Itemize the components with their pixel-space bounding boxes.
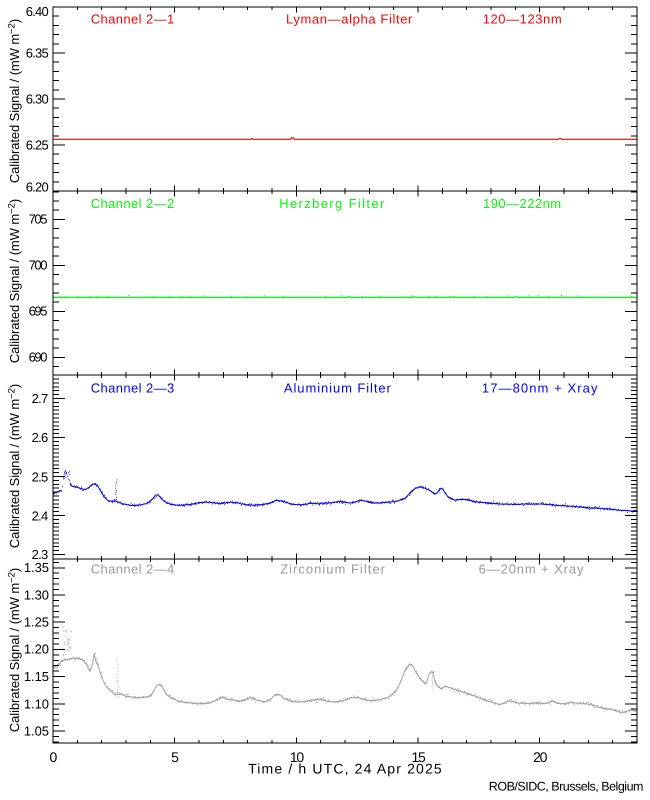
svg-text:700: 700 <box>29 258 48 273</box>
svg-text:6.25: 6.25 <box>26 137 49 152</box>
svg-text:10: 10 <box>290 749 304 765</box>
svg-text:1.15: 1.15 <box>24 669 49 684</box>
svg-text:1.30: 1.30 <box>24 587 49 602</box>
svg-text:1.25: 1.25 <box>24 615 49 630</box>
svg-text:Channel 2—3: Channel 2—3 <box>91 381 175 396</box>
svg-text:ROB/SIDC, Brussels, Belgium: ROB/SIDC, Brussels, Belgium <box>489 779 643 793</box>
svg-text:1.05: 1.05 <box>24 723 49 738</box>
svg-text:1.20: 1.20 <box>24 642 49 657</box>
svg-text:6.35: 6.35 <box>26 45 49 60</box>
svg-text:15: 15 <box>412 749 426 765</box>
svg-text:0: 0 <box>50 749 58 765</box>
svg-text:Channel 2—1: Channel 2—1 <box>91 11 175 26</box>
svg-text:6.40: 6.40 <box>26 4 49 19</box>
svg-text:Calibrated Signal / (mW m−2): Calibrated Signal / (mW m−2) <box>7 568 23 732</box>
svg-text:6.30: 6.30 <box>26 91 49 106</box>
svg-text:695: 695 <box>29 304 48 319</box>
svg-text:6—20nm + Xray: 6—20nm + Xray <box>479 561 585 576</box>
svg-text:2.7: 2.7 <box>32 391 48 406</box>
svg-text:20: 20 <box>533 749 547 765</box>
svg-text:2.6: 2.6 <box>32 430 48 445</box>
svg-text:1.10: 1.10 <box>24 696 49 711</box>
svg-text:17—80nm + Xray: 17—80nm + Xray <box>482 381 599 396</box>
svg-text:Channel 2—2: Channel 2—2 <box>91 196 175 211</box>
svg-text:1.35: 1.35 <box>24 560 49 575</box>
svg-text:190—222nm: 190—222nm <box>483 196 562 211</box>
svg-text:705: 705 <box>29 212 48 227</box>
svg-text:Channel 2—4: Channel 2—4 <box>91 561 175 576</box>
svg-text:6.20: 6.20 <box>26 179 49 194</box>
svg-text:Zirconium Filter: Zirconium Filter <box>280 561 386 576</box>
svg-text:2.3: 2.3 <box>32 547 48 562</box>
svg-text:2.5: 2.5 <box>32 469 48 484</box>
svg-text:Herzberg Filter: Herzberg Filter <box>279 196 386 211</box>
svg-text:Time / h UTC, 24 Apr 2025: Time / h UTC, 24 Apr 2025 <box>248 760 443 776</box>
svg-text:Calibrated Signal / (mW m−2): Calibrated Signal / (mW m−2) <box>7 199 23 363</box>
svg-text:120—123nm: 120—123nm <box>483 11 563 26</box>
svg-text:5: 5 <box>171 749 179 765</box>
svg-text:690: 690 <box>29 350 48 365</box>
svg-text:Lyman—alpha Filter: Lyman—alpha Filter <box>286 11 413 26</box>
svg-text:Aluminium Filter: Aluminium Filter <box>284 381 392 396</box>
svg-text:Calibrated Signal / (mW m−2): Calibrated Signal / (mW m−2) <box>7 19 23 183</box>
svg-text:2.4: 2.4 <box>32 509 48 524</box>
svg-text:Calibrated Signal / (mW m−2): Calibrated Signal / (mW m−2) <box>7 384 23 548</box>
